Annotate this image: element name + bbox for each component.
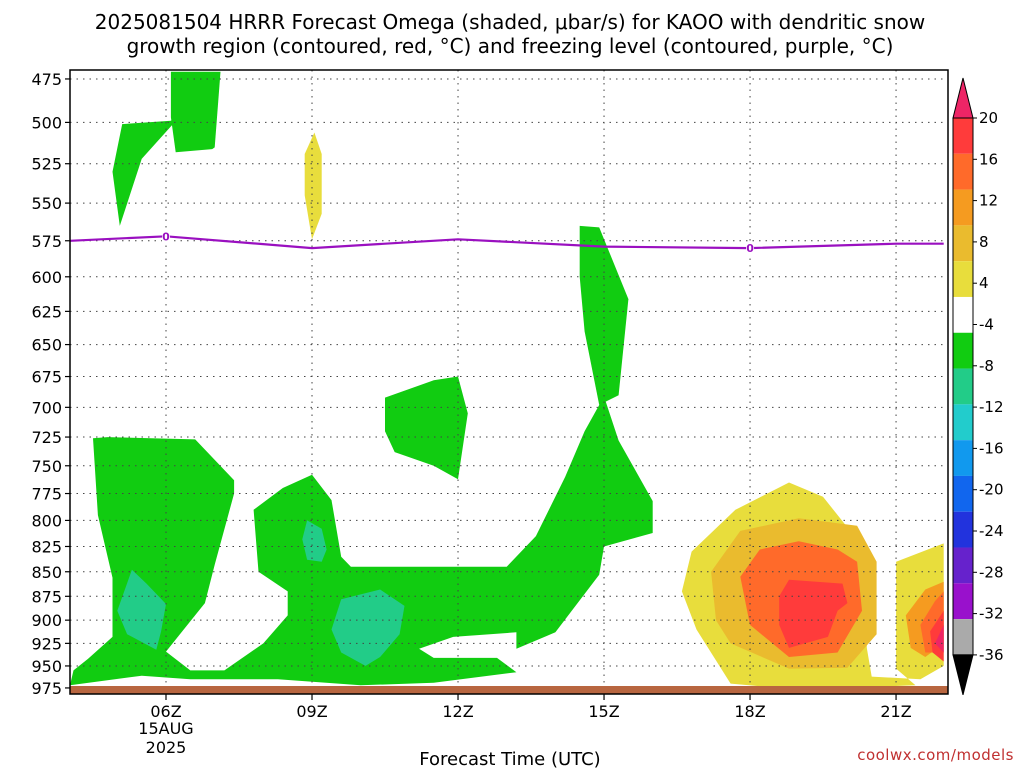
colorbar-label-1: 16 (979, 150, 998, 168)
colorbar: 20 16 12 8 4 -4 -8 -12 -16 -20 -24 -28 -32 -36 (952, 77, 1004, 696)
omega-region-4 (385, 376, 468, 480)
plot-border (69, 69, 949, 695)
omega-region-6 (117, 569, 166, 650)
colorbar-top-arrow (952, 77, 974, 119)
y-tick-label-500: 500 (31, 113, 62, 132)
y-tick-label-850: 850 (31, 563, 62, 582)
plot-area (70, 71, 944, 689)
colorbar-label-5: -4 (979, 316, 994, 334)
colorbar-label-0: 20 (979, 109, 998, 127)
freezing-level-label-bg-1 (746, 242, 755, 255)
y-tick-label-550: 550 (31, 194, 62, 213)
colorbar-label-11: -28 (979, 563, 1004, 581)
omega-region-2 (304, 132, 322, 240)
grid-lines (70, 70, 948, 694)
colorbar-bin-10 (953, 475, 973, 512)
freezing-level-line (69, 235, 944, 250)
freezing-level-label-bg-0 (162, 230, 170, 243)
omega-region-7 (302, 520, 327, 562)
colorbar-label-13: -36 (979, 646, 1004, 664)
x-tick-label-21Z: 21Z (880, 702, 911, 721)
colorbar-bin-1 (953, 153, 973, 190)
y-tick-label-475: 475 (31, 70, 62, 89)
colorbar-label-7: -12 (979, 398, 1004, 416)
chart-title-line-2: growth region (contoured, red, °C) and f… (127, 34, 894, 58)
colorbar-label-9: -20 (979, 481, 1004, 499)
y-tick-label-925: 925 (31, 634, 62, 653)
colorbar-bin-0 (953, 118, 973, 154)
ground-strip (70, 686, 948, 694)
credit-text: coolwx.com/models (857, 746, 1014, 764)
omega-region-1 (170, 71, 221, 153)
colorbar-label-12: -32 (979, 605, 1004, 623)
colorbar-bin-5 (953, 296, 973, 333)
y-tick-label-900: 900 (31, 611, 62, 630)
colorbar-bin-2 (953, 189, 973, 226)
colorbar-bin-11 (953, 511, 973, 548)
omega-region-5 (70, 396, 653, 686)
y-axis: 475 500 525 550 575 600 625 650 675 700 725 750 775 8… (31, 70, 70, 698)
y-tick-label-950: 950 (31, 657, 62, 676)
y-tick-label-750: 750 (31, 457, 62, 476)
colorbar-bin-12 (953, 547, 973, 584)
x-tick-label-18Z: 18Z (734, 702, 765, 721)
omega-region-12 (779, 579, 848, 648)
colorbar-bin-3 (953, 225, 973, 262)
colorbar-label-3: 8 (979, 233, 989, 251)
x-tick-label-09Z: 09Z (296, 702, 327, 721)
colorbar-bin-4 (953, 261, 973, 297)
omega-region-0 (112, 115, 181, 226)
colorbar-bin-14 (953, 619, 973, 655)
y-tick-label-975: 975 (31, 679, 62, 698)
x-date-year: 2025 (146, 738, 187, 757)
colorbar-label-10: -24 (979, 522, 1004, 540)
omega-region-8 (331, 589, 405, 666)
y-tick-label-800: 800 (31, 511, 62, 530)
colorbar-bin-8 (953, 404, 973, 441)
freezing-level-contour: 00 (69, 230, 944, 255)
colorbar-bin-6 (953, 332, 973, 369)
chart-title-line-1: 2025081504 HRRR Forecast Omega (shaded, … (95, 10, 925, 34)
y-tick-label-700: 700 (31, 398, 62, 417)
x-tick-label-06Z: 06Z (150, 702, 181, 721)
y-tick-label-775: 775 (31, 485, 62, 504)
colorbar-label-6: -8 (979, 357, 994, 375)
colorbar-bin-7 (953, 368, 973, 405)
y-tick-label-825: 825 (31, 537, 62, 556)
y-tick-label-725: 725 (31, 428, 62, 447)
y-tick-label-675: 675 (31, 368, 62, 387)
y-tick-label-600: 600 (31, 268, 62, 287)
x-axis: 06Z 09Z 12Z 15Z 18Z 21Z (150, 694, 912, 721)
x-date-day: 15AUG (138, 719, 193, 738)
y-tick-label-575: 575 (31, 232, 62, 251)
freezing-level-label-1: 0 (746, 242, 754, 255)
x-tick-label-15Z: 15Z (588, 702, 619, 721)
colorbar-label-4: 4 (979, 274, 989, 292)
y-tick-label-525: 525 (31, 155, 62, 174)
x-tick-label-12Z: 12Z (442, 702, 473, 721)
colorbar-bin-13 (953, 583, 973, 620)
y-tick-label-875: 875 (31, 587, 62, 606)
colorbar-bin-9 (953, 440, 973, 476)
freezing-level-label-0: 0 (162, 230, 170, 243)
omega-region-3 (579, 225, 629, 405)
colorbar-bottom-arrow (952, 654, 974, 696)
colorbar-label-2: 12 (979, 192, 998, 210)
colorbar-label-8: -16 (979, 439, 1004, 457)
y-tick-label-650: 650 (31, 336, 62, 355)
omega-region-16 (935, 624, 944, 653)
x-axis-label: Forecast Time (UTC) (419, 749, 600, 768)
y-tick-label-625: 625 (31, 302, 62, 321)
